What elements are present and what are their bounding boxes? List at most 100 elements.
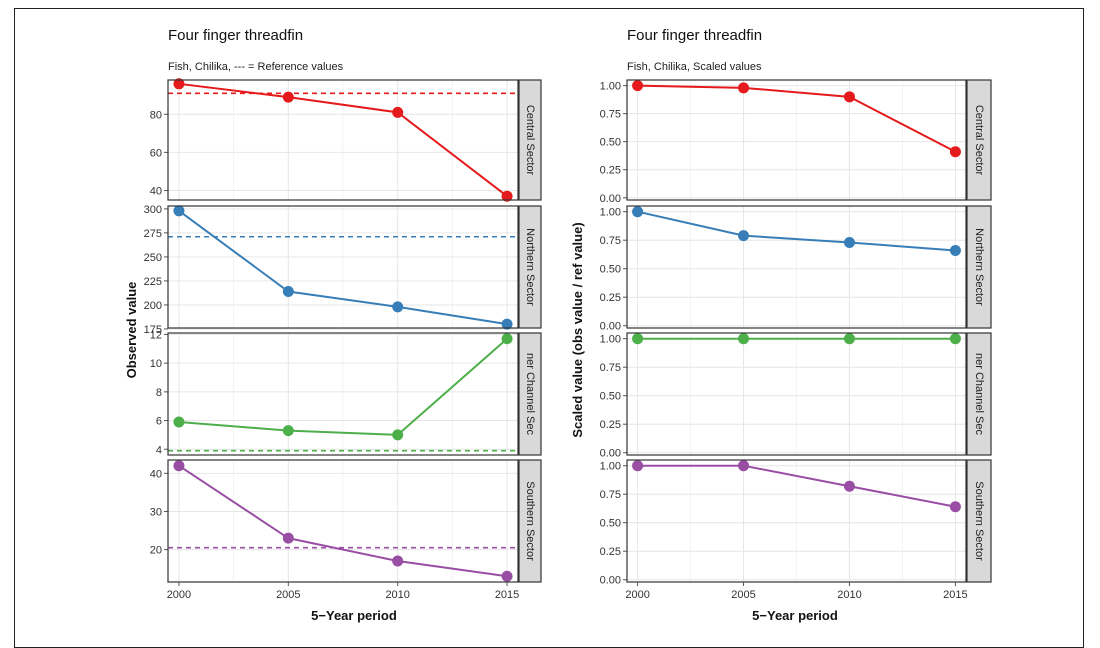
- y-tick-label: 0.25: [600, 546, 621, 558]
- y-tick-label: 0.00: [600, 448, 621, 460]
- data-point: [738, 230, 750, 242]
- data-point: [173, 78, 185, 90]
- facet-strip: [518, 79, 542, 201]
- y-tick-label: 0.75: [600, 489, 621, 501]
- facet-strip-label: Central Sector: [973, 105, 985, 176]
- facet-strip-label: Northern Sector: [973, 228, 985, 306]
- y-tick-label: 1.00: [600, 461, 621, 473]
- y-tick-label: 0.25: [600, 419, 621, 431]
- figure: Four finger threadfin Fish, Chilika, ---…: [14, 8, 1084, 648]
- data-point: [632, 80, 644, 92]
- y-tick-label: 80: [150, 109, 162, 121]
- facet-strip: [518, 332, 542, 456]
- left-x-axis-label: 5−Year period: [311, 608, 397, 623]
- x-tick-label: 2000: [625, 589, 649, 601]
- panel-border: [626, 332, 967, 456]
- y-tick-label: 250: [144, 252, 162, 264]
- x-tick-label: 2015: [943, 589, 967, 601]
- facet-strip: [966, 332, 992, 456]
- data-point: [738, 82, 750, 94]
- data-point: [949, 244, 961, 256]
- series-line: [637, 210, 956, 252]
- data-point: [738, 460, 750, 472]
- data-point: [843, 480, 855, 492]
- data-point: [949, 333, 961, 345]
- y-tick-label: 1.00: [600, 334, 621, 346]
- y-tick-label: 300: [144, 204, 162, 216]
- y-tick-label: 8: [156, 387, 162, 399]
- panel-border: [626, 79, 967, 201]
- data-point: [282, 532, 294, 544]
- data-point: [949, 501, 961, 513]
- x-tick-label: 2010: [837, 589, 861, 601]
- left-facet-4: 20 30 40 Southern Sector: [150, 459, 542, 583]
- x-tick-label: 2015: [495, 589, 519, 601]
- right-chart-subtitle: Fish, Chilika, Scaled values: [627, 61, 762, 73]
- y-tick-label: 0.00: [600, 575, 621, 587]
- faceted-line-charts: Four finger threadfin Fish, Chilika, ---…: [124, 27, 992, 623]
- right-facet-4: 0.00 0.25 0.50 0.75 1.00 Southern Sector: [600, 459, 992, 587]
- left-facet-3: 4 6 8 10 12 ner Channel Sec: [150, 329, 542, 456]
- right-facet-2: 0.00 0.25 0.50 0.75 1.00 Northern Sector: [600, 205, 992, 333]
- x-tick-label: 2000: [167, 589, 191, 601]
- data-point: [501, 570, 513, 582]
- left-chart-subtitle: Fish, Chilika, --- = Reference values: [168, 61, 344, 73]
- data-point: [392, 106, 404, 118]
- series-line: [178, 464, 508, 578]
- series-line: [178, 337, 508, 436]
- right-chart-title: Four finger threadfin: [627, 27, 762, 44]
- facet-strip: [966, 79, 992, 201]
- data-point: [392, 301, 404, 313]
- left-facet-2: 175 200 225 250 275 300 Northern Sector: [144, 204, 542, 336]
- y-tick-label: 1.00: [600, 207, 621, 219]
- data-point: [843, 333, 855, 345]
- data-point: [632, 206, 644, 218]
- panel-border: [167, 205, 519, 329]
- data-point: [392, 429, 404, 441]
- facet-strip-label: Northern Sector: [524, 228, 536, 306]
- left-chart-title: Four finger threadfin: [168, 27, 303, 44]
- data-point: [501, 318, 513, 330]
- y-tick-label: 0.50: [600, 264, 621, 276]
- panel-border: [167, 79, 519, 201]
- data-point: [173, 416, 185, 428]
- data-point: [173, 460, 185, 472]
- facet-strip: [518, 459, 542, 583]
- right-x-axis-label: 5−Year period: [752, 608, 838, 623]
- left-facet-1: 40 60 80 Central Sector: [150, 78, 542, 202]
- y-tick-label: 60: [150, 147, 162, 159]
- y-tick-label: 20: [150, 545, 162, 557]
- data-point: [843, 91, 855, 103]
- facet-strip-label: Central Sector: [524, 105, 536, 176]
- x-tick-label: 2010: [385, 589, 409, 601]
- panel-border: [626, 205, 967, 329]
- y-tick-label: 0.75: [600, 362, 621, 374]
- facet-strip-label: Southern Sector: [524, 481, 536, 561]
- series-line: [637, 84, 956, 153]
- y-tick-label: 6: [156, 416, 162, 428]
- facet-strip: [966, 459, 992, 583]
- series-line: [178, 209, 508, 326]
- y-tick-label: 0.75: [600, 235, 621, 247]
- left-y-axis-label: Observed value: [124, 282, 139, 379]
- y-tick-label: 0.25: [600, 292, 621, 304]
- data-point: [392, 555, 404, 567]
- data-point: [843, 236, 855, 248]
- y-tick-label: 12: [150, 329, 162, 341]
- y-tick-label: 30: [150, 506, 162, 518]
- y-tick-label: 0.00: [600, 193, 621, 205]
- y-tick-label: 0.00: [600, 321, 621, 333]
- facet-strip-label: ner Channel Sec: [973, 353, 985, 435]
- y-tick-label: 275: [144, 228, 162, 240]
- y-tick-label: 40: [150, 185, 162, 197]
- data-point: [282, 425, 294, 437]
- panel-border: [626, 459, 967, 583]
- panel-border: [167, 459, 519, 583]
- facet-strip-label: ner Channel Sec: [524, 353, 536, 435]
- data-point: [282, 285, 294, 297]
- series-line: [637, 464, 956, 508]
- y-tick-label: 0.50: [600, 391, 621, 403]
- data-point: [738, 333, 750, 345]
- y-tick-label: 4: [156, 444, 162, 456]
- facet-strip-label: Southern Sector: [973, 481, 985, 561]
